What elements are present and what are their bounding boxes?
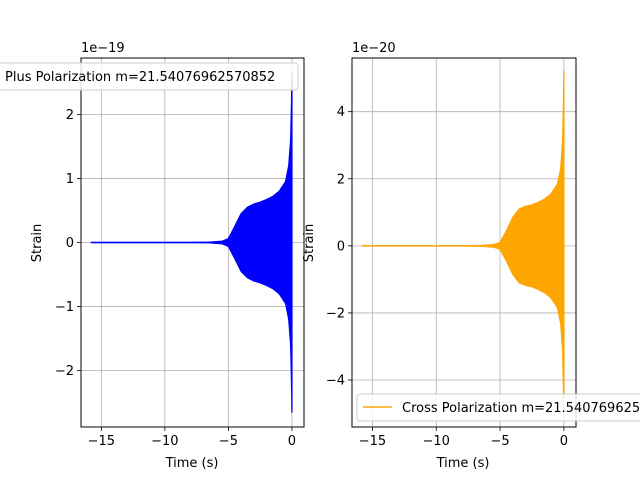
y-ticks: −4 −2 0 2 4	[326, 105, 352, 389]
y-tick-label: −2	[326, 306, 345, 321]
y-tick-label: 2	[66, 108, 74, 123]
strain-waveform	[361, 70, 565, 421]
axes-frame	[351, 57, 577, 428]
x-tick-label: −5	[490, 434, 509, 449]
x-tick-label: −10	[151, 434, 178, 449]
strain-waveform	[90, 72, 293, 413]
y-offset-text: 1e−20	[352, 41, 396, 56]
legend: Cross Polarization m=21.54076962570852	[356, 393, 640, 422]
x-tick-label: −5	[219, 434, 238, 449]
y-axis-label: Strain	[302, 224, 317, 263]
y-offset-text: 1e−19	[81, 41, 125, 56]
x-tick-label: −10	[423, 434, 450, 449]
legend: Plus Polarization m=21.54076962570852	[0, 62, 299, 91]
y-tick-label: −1	[55, 300, 74, 315]
y-tick-label: −2	[55, 364, 74, 379]
legend-box	[356, 393, 640, 422]
x-ticks: −15 −10 −5 0	[88, 427, 296, 449]
y-tick-label: 2	[337, 172, 345, 187]
x-tick-label: −15	[88, 434, 115, 449]
x-tick-label: 0	[288, 434, 296, 449]
x-tick-label: −15	[359, 434, 386, 449]
legend-label: Cross Polarization m=21.54076962570852	[402, 401, 640, 416]
y-ticks: −2 −1 0 1 2	[55, 108, 81, 379]
y-tick-label: −4	[326, 374, 345, 389]
y-axis-label: Strain	[30, 224, 45, 263]
y-tick-label: 4	[337, 105, 345, 120]
legend-label: Plus Polarization m=21.54076962570852	[5, 70, 275, 85]
y-tick-label: 0	[66, 236, 74, 251]
y-tick-label: 1	[66, 172, 74, 187]
x-axis-label: Time (s)	[165, 456, 219, 471]
x-tick-label: 0	[560, 434, 568, 449]
x-axis-label: Time (s)	[436, 456, 490, 471]
y-tick-label: 0	[337, 239, 345, 254]
x-ticks: −15 −10 −5 0	[359, 427, 568, 449]
legend-box	[0, 62, 299, 91]
